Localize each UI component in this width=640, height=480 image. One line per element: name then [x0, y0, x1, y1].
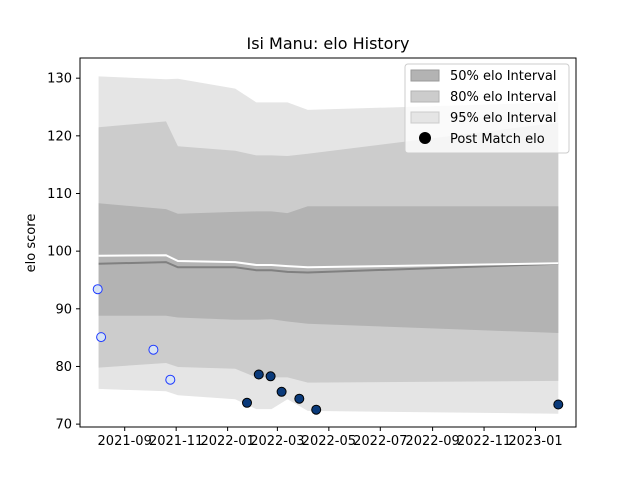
legend-label-post-match: Post Match elo — [450, 132, 545, 147]
x-axis: 2021-092021-112022-012022-032022-052022-… — [98, 427, 563, 449]
post-match-point — [265, 371, 276, 382]
legend-label-95: 95% elo Interval — [450, 111, 557, 126]
x-tick-label: 2023-01 — [508, 434, 562, 449]
post-match-point — [294, 393, 305, 404]
post-match-point — [242, 397, 252, 408]
post-match-point — [276, 386, 287, 397]
y-tick-label: 120 — [47, 129, 72, 144]
post-match-point — [253, 369, 264, 380]
legend-swatch-95 — [410, 111, 440, 124]
y-tick-label: 70 — [55, 418, 72, 433]
y-axis: 70 80 90 100 110 120 130 — [47, 72, 80, 433]
x-tick-label: 2022-03 — [250, 434, 304, 449]
x-tick-label: 2022-11 — [457, 434, 511, 449]
legend-marker-post-match — [419, 132, 431, 144]
post-match-point — [553, 399, 564, 410]
plot-frame — [79, 57, 577, 428]
legend-label-80: 80% elo Interval — [450, 90, 557, 105]
post-match-point — [96, 332, 107, 343]
x-tick-label: 2021-09 — [98, 434, 152, 449]
post-match-point — [311, 404, 322, 415]
x-tick-label: 2021-11 — [149, 434, 203, 449]
mean-elo-line — [98, 254, 559, 269]
y-axis-label: elo score — [24, 214, 39, 273]
y-tick-label: 100 — [47, 245, 72, 260]
x-tick-label: 2022-05 — [302, 434, 356, 449]
elo-lines — [98, 254, 559, 274]
legend-swatch-50 — [410, 69, 440, 82]
y-tick-label: 110 — [47, 187, 72, 202]
y-tick-label: 90 — [55, 302, 72, 317]
band-50-area — [98, 203, 559, 333]
x-tick-label: 2022-09 — [405, 434, 459, 449]
post-match-point — [92, 284, 103, 295]
post-match-point — [148, 344, 159, 355]
x-tick-label: 2022-07 — [353, 434, 407, 449]
legend-label-50: 50% elo Interval — [450, 69, 557, 84]
x-tick-label: 2022-01 — [200, 434, 254, 449]
chart-title: Isi Manu: elo History — [246, 34, 409, 53]
post-match-point — [165, 374, 176, 385]
legend-box — [404, 63, 570, 154]
post-match-points — [92, 284, 564, 415]
y-tick-label: 130 — [47, 72, 72, 87]
interval-bands — [98, 76, 559, 414]
legend-swatch-80 — [410, 90, 440, 103]
median-elo-line — [98, 261, 559, 274]
legend: 50% elo Interval 80% elo Interval 95% el… — [404, 63, 570, 154]
y-tick-label: 80 — [55, 360, 72, 375]
